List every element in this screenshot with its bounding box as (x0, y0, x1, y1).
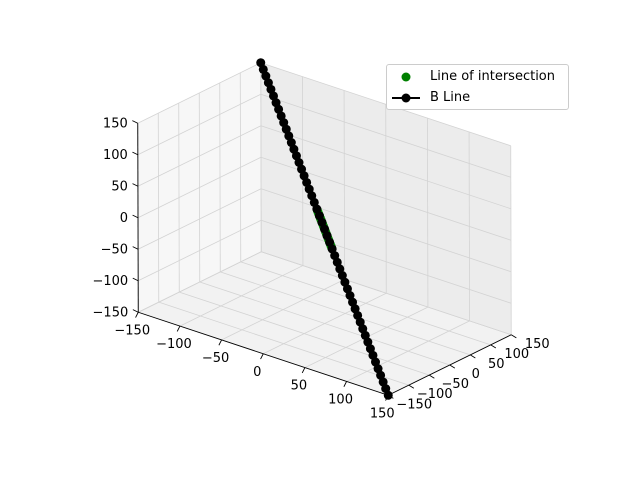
x-tick-tick (343, 381, 347, 387)
z-tick-label: 50 (111, 179, 128, 194)
x-tick-label: 0 (253, 365, 261, 380)
grid-line (240, 261, 491, 346)
x-tick-label: 150 (370, 406, 395, 421)
y-tick-tick (490, 344, 497, 349)
x-tick-tick (218, 339, 222, 346)
legend-label: Line of intersection (430, 69, 555, 84)
z-tick-label: 0 (120, 211, 128, 226)
x-tick-label: 50 (291, 379, 308, 394)
legend-entry-intersection: Line of intersection (387, 67, 568, 87)
legend: Line of intersection B Line (386, 64, 569, 110)
x-tick-label: −100 (156, 337, 192, 352)
grid-line (468, 131, 470, 321)
y-tick-label: 100 (504, 347, 529, 362)
grid-line (219, 82, 221, 272)
z-tick-tick (132, 183, 139, 187)
y-tick-tick (408, 384, 415, 389)
x-tick-tick (135, 312, 139, 318)
series-1 (256, 58, 393, 400)
grid-line (427, 118, 429, 308)
x-tick-label: −50 (202, 351, 229, 366)
tick-labels: −150−150−150−100−100−100−50−50−500 005050… (92, 116, 549, 421)
z-tick-label: −150 (93, 305, 129, 320)
z-tick-tick (132, 120, 138, 124)
x-tick-tick (260, 353, 264, 360)
y-tick-tick (470, 354, 476, 359)
y-tick-label: −150 (396, 397, 432, 412)
grid-line (260, 62, 262, 252)
y-tick-tick (429, 374, 435, 379)
z-tick-label: −50 (101, 242, 128, 257)
grid-line (260, 62, 511, 147)
x-tick-tick (301, 367, 306, 374)
y-tick-label: −50 (442, 377, 469, 392)
data-point (383, 390, 393, 400)
grid-line (510, 145, 512, 335)
z-tick-label: 150 (103, 116, 128, 131)
legend-marker-black-line-dot (392, 93, 420, 103)
z-tick-tick (132, 151, 139, 156)
z-tick-tick (132, 214, 139, 219)
y-tick-tick (449, 364, 456, 369)
y-tick-label: 0 (472, 367, 480, 382)
legend-marker-green-dot (401, 72, 411, 82)
grid-line (137, 93, 262, 156)
z-tick-tick (132, 309, 139, 313)
data-series (256, 58, 393, 400)
x-tick-label: −150 (114, 323, 150, 338)
y-tick-label: 50 (488, 357, 505, 372)
legend-entry-b-line: B Line (387, 88, 568, 108)
z-tick-label: 100 (103, 148, 128, 163)
z-tick-tick (132, 246, 139, 250)
z-tick-label: −100 (92, 274, 128, 289)
legend-label: B Line (430, 90, 471, 105)
z-tick-tick (132, 277, 139, 282)
y-tick-label: −100 (417, 387, 453, 402)
grid-lines (137, 62, 512, 396)
x-tick-label: 100 (328, 392, 353, 407)
y-tick-tick (511, 334, 517, 339)
x-tick-tick (176, 325, 181, 332)
grid-line (260, 93, 511, 178)
y-tick-label: 150 (525, 337, 550, 352)
grid-line (239, 72, 242, 262)
grid-line (137, 62, 261, 124)
grid-line (261, 251, 512, 336)
